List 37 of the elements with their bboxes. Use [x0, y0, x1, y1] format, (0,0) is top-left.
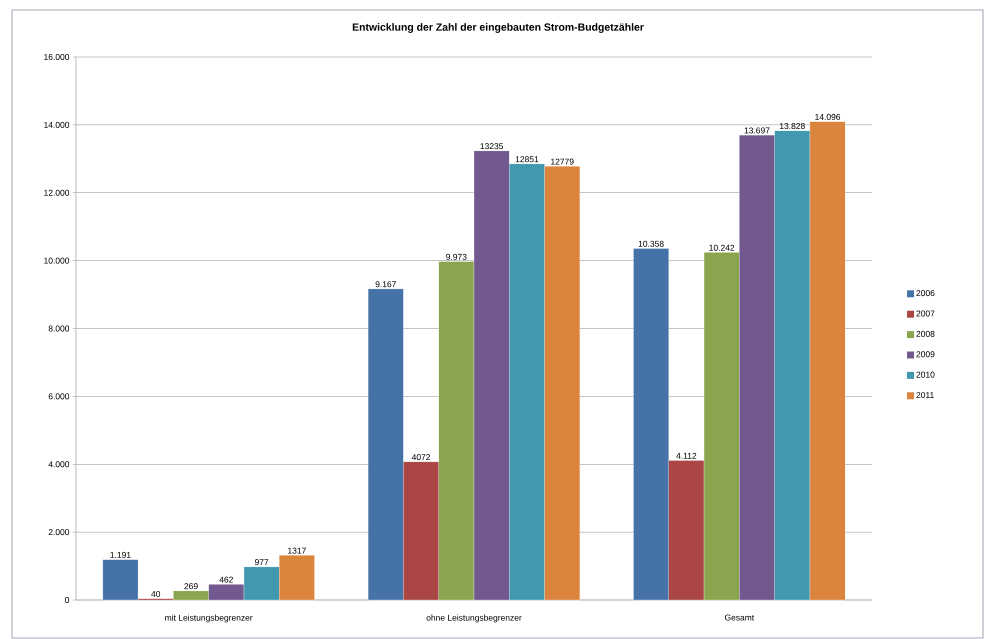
- data-label: 9.973: [446, 254, 467, 260]
- x-tick-label: Gesamt: [724, 614, 754, 621]
- data-label: 977: [254, 559, 268, 566]
- data-label: 12779: [551, 158, 574, 165]
- legend-label: 2007: [916, 310, 934, 316]
- data-label: 13.828: [780, 123, 805, 130]
- data-label: 14.096: [815, 114, 840, 120]
- x-tick-label: ohne Leistungsbegrenzer: [426, 614, 522, 622]
- data-label: 9.167: [376, 281, 396, 288]
- data-label: 4.112: [676, 452, 696, 459]
- data-label: 13.697: [744, 127, 770, 134]
- legend-label: 2011: [916, 392, 934, 398]
- legend-label: 2006: [916, 290, 934, 296]
- legend-label: 2010: [916, 372, 935, 378]
- legend-label: 2009: [916, 351, 934, 358]
- y-tick-label: 6.000: [48, 393, 70, 400]
- legend-label: 2008: [916, 330, 934, 337]
- x-tick-label: mit Leistungsbegrenzer: [165, 614, 253, 622]
- y-tick-label: 10.000: [44, 258, 70, 264]
- y-tick-label: 0: [65, 597, 70, 603]
- y-tick-label: 4.000: [48, 461, 70, 468]
- data-label: 13235: [480, 143, 504, 150]
- data-label: 269: [184, 583, 198, 590]
- data-label: 1.191: [110, 552, 131, 558]
- y-tick-label: 16.000: [44, 54, 70, 60]
- data-label: 1317: [288, 548, 306, 554]
- data-label: 4072: [412, 454, 430, 460]
- data-label: 40: [151, 590, 160, 597]
- y-tick-label: 8.000: [48, 326, 70, 332]
- data-label: 10.358: [638, 240, 664, 247]
- data-label: 10.242: [709, 244, 734, 251]
- data-label: 12851: [516, 156, 538, 162]
- data-label: 462: [219, 576, 233, 583]
- y-tick-label: 14.000: [44, 122, 70, 128]
- y-tick-label: 12.000: [44, 190, 70, 196]
- y-tick-label: 2.000: [48, 529, 70, 536]
- chart-title: Entwicklung der Zahl der eingebauten Strom-Budgetzähler: [352, 23, 644, 33]
